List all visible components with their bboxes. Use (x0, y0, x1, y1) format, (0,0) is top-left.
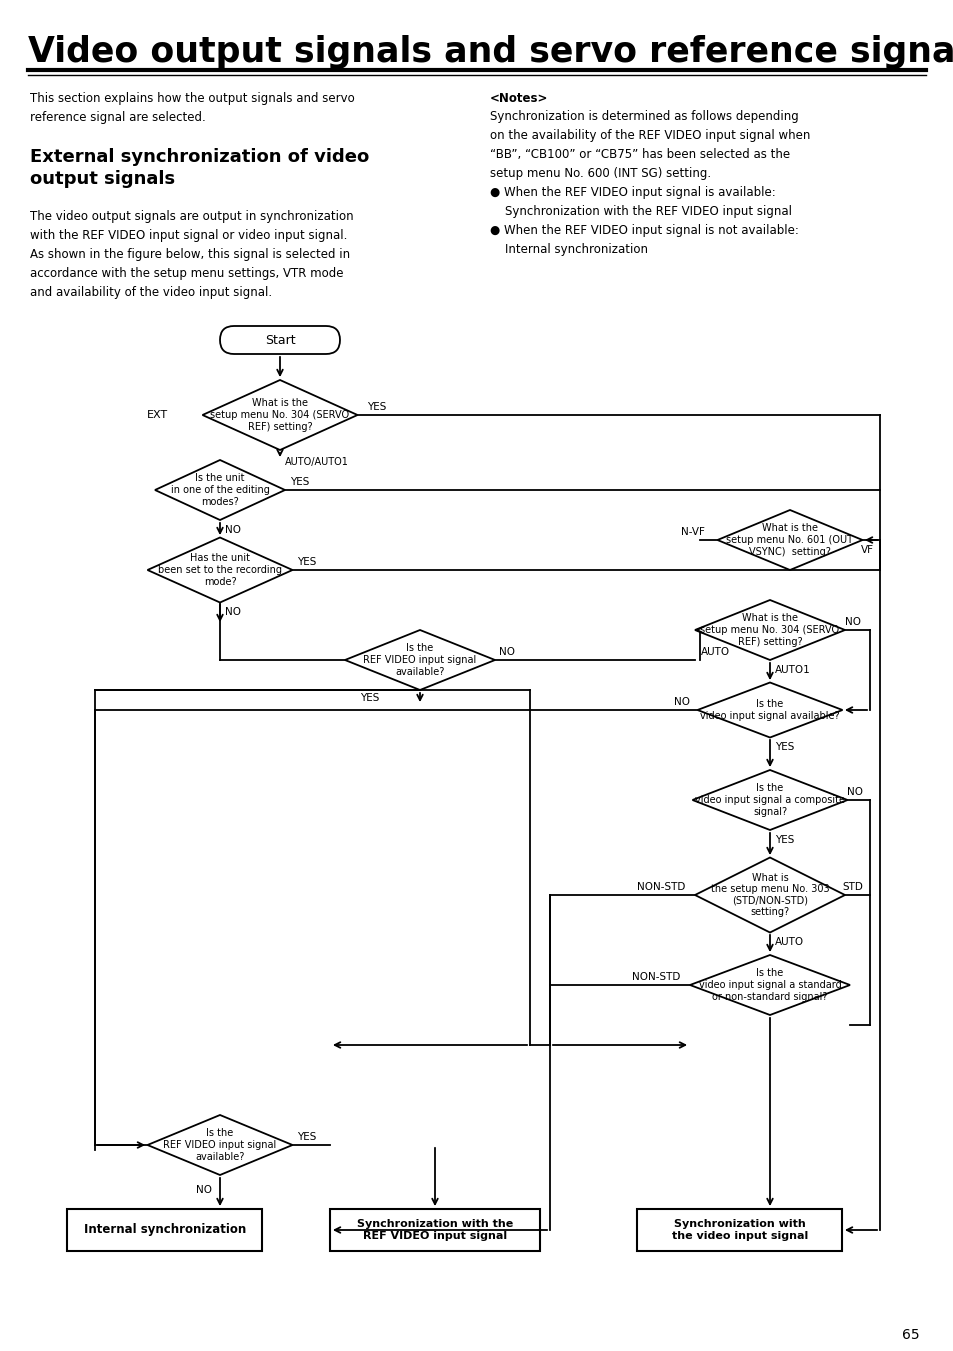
Text: Is the
video input signal a standard
or non-standard signal?: Is the video input signal a standard or … (698, 969, 841, 1001)
Text: YES: YES (290, 477, 310, 486)
Bar (330, 1209, 539, 1251)
Bar (637, 1209, 841, 1251)
Polygon shape (692, 770, 846, 830)
Text: This section explains how the output signals and servo
reference signal are sele: This section explains how the output sig… (30, 92, 355, 124)
Text: Is the
video input signal a composite
signal?: Is the video input signal a composite si… (695, 784, 844, 816)
Text: Is the
video input signal available?: Is the video input signal available? (700, 700, 839, 721)
Polygon shape (202, 380, 357, 450)
Text: Is the unit
in one of the editing
modes?: Is the unit in one of the editing modes? (171, 473, 269, 507)
Text: NON-STD: NON-STD (636, 882, 684, 892)
Text: Synchronization with the
REF VIDEO input signal: Synchronization with the REF VIDEO input… (356, 1219, 513, 1240)
Text: Has the unit
been set to the recording
mode?: Has the unit been set to the recording m… (158, 554, 282, 586)
Text: What is the
setup menu No. 304 (SERVO
REF) setting?: What is the setup menu No. 304 (SERVO RE… (700, 613, 839, 647)
Polygon shape (148, 1115, 293, 1175)
Text: NO: NO (195, 1185, 212, 1196)
Text: What is the
setup menu No. 304 (SERVO
REF) setting?: What is the setup menu No. 304 (SERVO RE… (211, 399, 349, 431)
Text: STD: STD (841, 882, 862, 892)
Text: Synchronization with
the video input signal: Synchronization with the video input sig… (671, 1219, 807, 1240)
Text: Is the
REF VIDEO input signal
available?: Is the REF VIDEO input signal available? (363, 643, 476, 677)
Text: YES: YES (367, 403, 386, 412)
Text: YES: YES (359, 693, 379, 703)
Text: EXT: EXT (147, 409, 168, 420)
Bar (68, 1209, 262, 1251)
Text: Is the
REF VIDEO input signal
available?: Is the REF VIDEO input signal available? (163, 1128, 276, 1162)
Text: Start: Start (264, 334, 295, 346)
Text: NO: NO (846, 788, 862, 797)
Text: NO: NO (844, 617, 861, 627)
Text: AUTO/AUTO1: AUTO/AUTO1 (285, 457, 349, 467)
Polygon shape (695, 858, 844, 932)
Text: The video output signals are output in synchronization
with the REF VIDEO input : The video output signals are output in s… (30, 209, 354, 299)
Text: YES: YES (297, 1132, 316, 1142)
Text: NO: NO (225, 607, 241, 617)
Text: NO: NO (498, 647, 515, 657)
Text: AUTO: AUTO (774, 938, 803, 947)
Polygon shape (717, 509, 862, 570)
Text: NO: NO (673, 697, 689, 707)
Text: YES: YES (774, 835, 794, 844)
Polygon shape (695, 600, 844, 661)
Polygon shape (689, 955, 849, 1015)
Text: Video output signals and servo reference signal: Video output signals and servo reference… (28, 35, 953, 69)
Text: N-VF: N-VF (680, 527, 704, 536)
Text: NO: NO (225, 526, 241, 535)
Text: Internal synchronization: Internal synchronization (84, 1224, 246, 1236)
Text: What is the
setup menu No. 601 (OUT
VSYNC)  setting?: What is the setup menu No. 601 (OUT VSYN… (726, 523, 853, 557)
Text: AUTO1: AUTO1 (774, 665, 810, 676)
Text: External synchronization of video
output signals: External synchronization of video output… (30, 149, 369, 188)
FancyBboxPatch shape (220, 326, 339, 354)
Text: 65: 65 (902, 1328, 919, 1342)
Text: YES: YES (297, 557, 316, 567)
Text: NON-STD: NON-STD (631, 971, 679, 982)
Text: What is
the setup menu No. 303
(STD/NON-STD)
setting?: What is the setup menu No. 303 (STD/NON-… (710, 873, 828, 917)
Polygon shape (148, 538, 293, 603)
Polygon shape (345, 630, 495, 690)
Text: VF: VF (860, 544, 873, 555)
Text: AUTO: AUTO (700, 647, 729, 657)
Text: Synchronization is determined as follows depending
on the availability of the RE: Synchronization is determined as follows… (490, 109, 809, 255)
Polygon shape (154, 459, 285, 520)
Text: YES: YES (774, 742, 794, 753)
Polygon shape (697, 682, 841, 738)
Text: <Notes>: <Notes> (490, 92, 548, 105)
